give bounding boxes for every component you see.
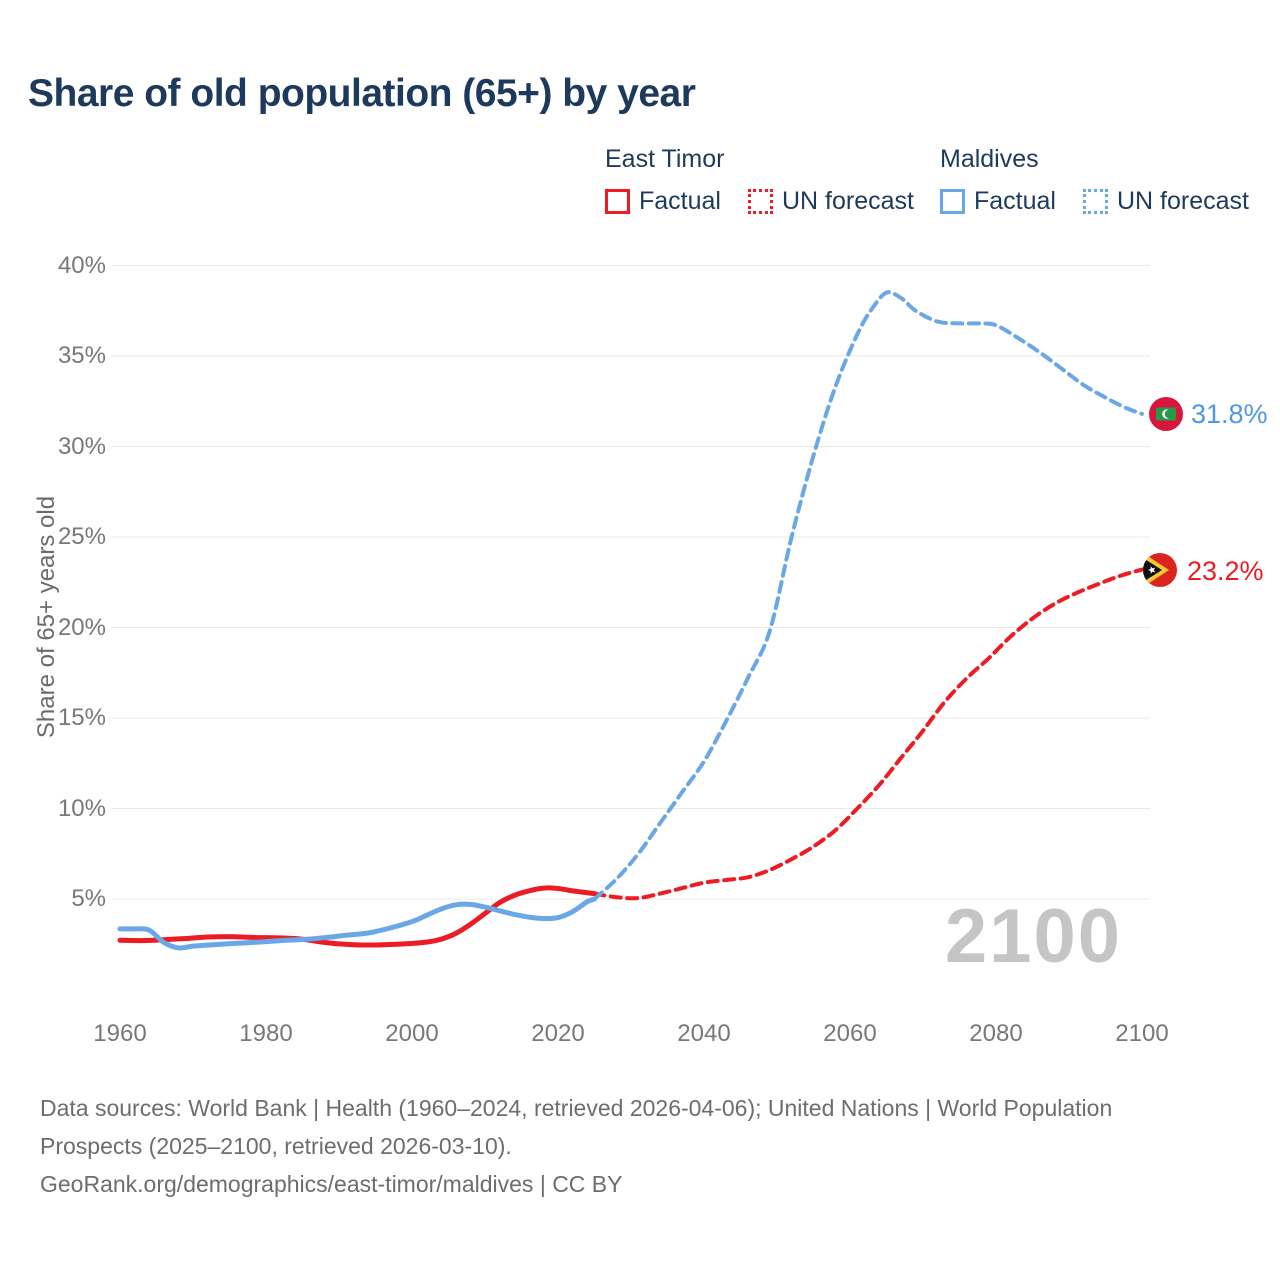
y-tick-label: 10% [57, 794, 106, 822]
maldives-flag-icon [1149, 397, 1183, 431]
legend-item-label: UN forecast [781, 187, 914, 215]
y-tick-label: 15% [57, 704, 106, 731]
x-tick-label: 2100 [1115, 1020, 1169, 1047]
x-tick-label: 2060 [823, 1020, 877, 1047]
legend-item-east-timor-forecast[interactable]: UN forecast [747, 187, 914, 216]
dotted-line-swatch-icon [1082, 189, 1108, 214]
series-line-east-timor-un-forecast [592, 567, 1144, 901]
end-value-maldives: 31.8% [1191, 399, 1268, 429]
series-line-maldives-factual [117, 896, 597, 951]
legend-group-title: Maldives [940, 145, 1039, 173]
solid-line-swatch-icon [940, 189, 965, 214]
dotted-line-swatch-icon [747, 189, 773, 214]
legend-item-east-timor-factual[interactable]: Factual [605, 187, 721, 216]
y-tick-label: 35% [57, 342, 106, 369]
attribution-text: GeoRank.org/demographics/east-timor/mald… [40, 1171, 623, 1197]
solid-line-swatch-icon [605, 189, 630, 214]
legend-item-label: UN forecast [1116, 187, 1249, 215]
y-tick-label: 40% [57, 251, 106, 279]
x-tick-label: 1960 [93, 1020, 147, 1047]
east-timor-flag-icon [1143, 553, 1177, 587]
legend-group-title: East Timor [605, 145, 725, 173]
data-sources-text: Data sources: World Bank | Health (1960–… [40, 1095, 1113, 1159]
x-tick-label: 2040 [677, 1020, 731, 1047]
legend-item-label: Factual [974, 187, 1056, 215]
end-value-east-timor: 23.2% [1187, 556, 1264, 586]
y-tick-label: 20% [57, 613, 106, 641]
y-tick-label: 5% [71, 885, 106, 912]
y-tick-label: 30% [57, 432, 106, 460]
gridlines [112, 265, 1150, 900]
series-lines [117, 290, 1144, 951]
footer: Data sources: World Bank | Health (1960–… [40, 1089, 1130, 1203]
legend-group-maldives: Maldives Factual UN forecast [940, 145, 1249, 216]
x-tick-label: 1980 [239, 1020, 293, 1047]
series-line-east-timor-factual [117, 885, 597, 948]
legend-item-maldives-forecast[interactable]: UN forecast [1082, 187, 1249, 216]
legend-group-east-timor: East Timor Factual UN forecast [605, 145, 914, 216]
x-tick-label: 2020 [531, 1020, 585, 1047]
y-tick-label: 25% [57, 523, 106, 550]
x-tick-label: 2080 [969, 1020, 1023, 1047]
x-tick-label: 2000 [385, 1020, 439, 1047]
watermark-year: 2100 [944, 894, 1122, 979]
series-line-maldives-un-forecast [592, 290, 1144, 901]
legend-item-label: Factual [639, 187, 721, 215]
legend-item-maldives-factual[interactable]: Factual [940, 187, 1056, 216]
page-title: Share of old population (65+) by year [28, 72, 696, 115]
